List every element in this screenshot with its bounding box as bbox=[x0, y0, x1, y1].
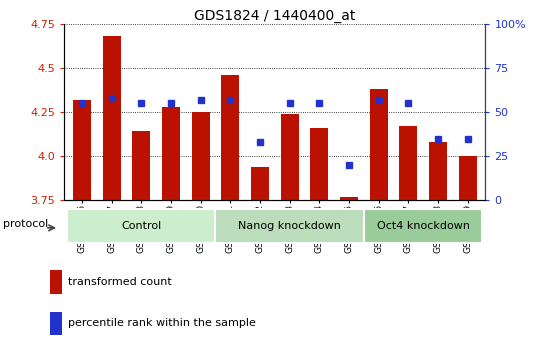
Bar bbox=[162, 107, 180, 200]
Text: Oct4 knockdown: Oct4 knockdown bbox=[377, 221, 470, 231]
Bar bbox=[459, 156, 477, 200]
Bar bbox=[215, 209, 364, 243]
Bar bbox=[50, 270, 62, 294]
Bar bbox=[251, 167, 269, 200]
Bar bbox=[192, 112, 210, 200]
Bar bbox=[310, 128, 328, 200]
Text: Control: Control bbox=[121, 221, 161, 231]
Bar bbox=[73, 100, 91, 200]
Bar bbox=[400, 126, 417, 200]
Bar bbox=[103, 37, 121, 200]
Bar bbox=[67, 209, 215, 243]
Text: protocol: protocol bbox=[3, 219, 49, 229]
Text: percentile rank within the sample: percentile rank within the sample bbox=[68, 318, 256, 328]
Bar bbox=[50, 312, 62, 335]
Bar bbox=[340, 197, 358, 200]
Text: transformed count: transformed count bbox=[68, 277, 172, 287]
Text: Nanog knockdown: Nanog knockdown bbox=[238, 221, 341, 231]
Bar bbox=[281, 114, 299, 200]
Bar bbox=[370, 89, 388, 200]
Bar bbox=[132, 131, 150, 200]
Title: GDS1824 / 1440400_at: GDS1824 / 1440400_at bbox=[194, 9, 355, 23]
Bar bbox=[222, 75, 239, 200]
Bar bbox=[429, 142, 447, 200]
Bar bbox=[364, 209, 483, 243]
